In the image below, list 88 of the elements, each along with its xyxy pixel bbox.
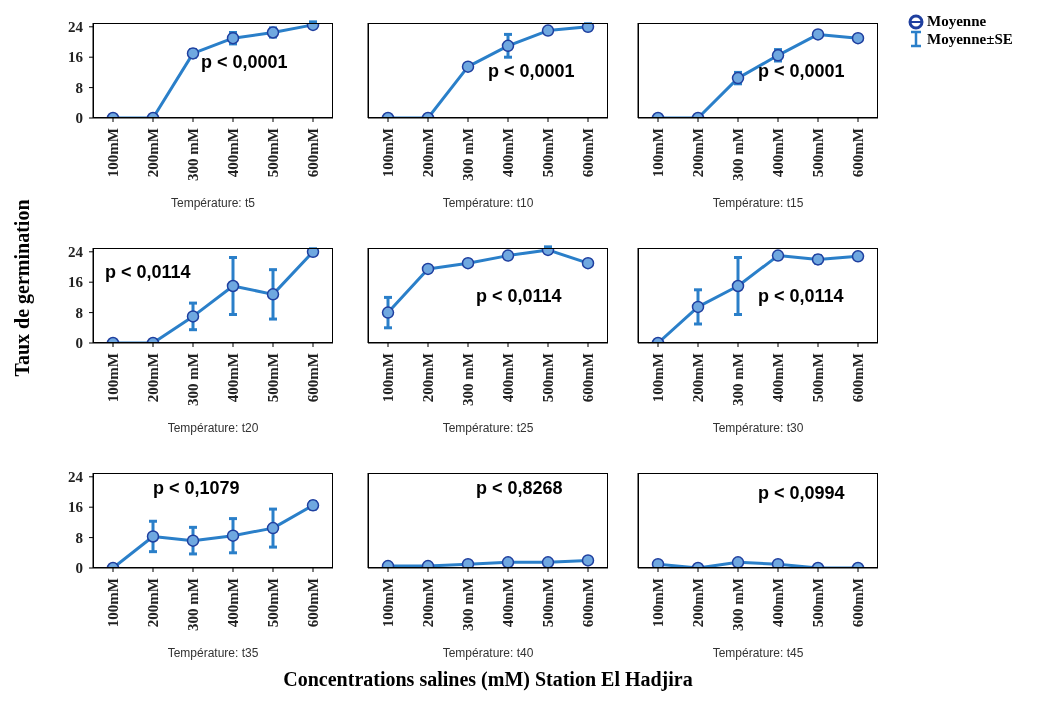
text: Moyenne±SE	[927, 30, 1013, 48]
x-tick-label: 500mM	[810, 353, 826, 403]
y-tick-label: 16	[68, 499, 84, 516]
text: Température: t35	[166, 646, 260, 660]
x-tick-label: 600mM	[850, 128, 866, 178]
text: Température: t20	[166, 421, 260, 435]
x-tick-label: 300 mM	[185, 353, 201, 406]
x-tick-label: 400mM	[500, 353, 516, 403]
x-tick-label: 400mM	[225, 578, 241, 628]
x-tick-label: 400mM	[770, 578, 786, 628]
x-tick-label: 600mM	[580, 128, 596, 178]
annotation: p < 0,0114	[758, 286, 844, 307]
x-tick-label: 400mM	[770, 353, 786, 403]
y-tick-label: 8	[75, 79, 83, 96]
x-tick-label: 100mM	[105, 128, 121, 178]
x-tick-label: 200mM	[145, 128, 161, 178]
x-tick-label: 300 mM	[460, 353, 476, 406]
x-tick-label: 300 mM	[460, 578, 476, 631]
x-tick-label: 100mM	[105, 353, 121, 403]
x-tick-label: 500mM	[540, 353, 556, 403]
x-tick-label: 100mM	[650, 578, 666, 628]
y-tick-label: 8	[75, 529, 83, 546]
x-tick-label: 500mM	[265, 353, 281, 403]
x-tick-label: 600mM	[305, 578, 321, 628]
annotation: p < 0,0114	[476, 286, 562, 307]
y-tick-label: 16	[68, 274, 84, 291]
x-tick-label: 500mM	[265, 128, 281, 178]
x-tick-label: 100mM	[105, 578, 121, 628]
x-tick-label: 300 mM	[730, 128, 746, 181]
annotation: p < 0,8268	[476, 477, 563, 499]
x-tick-label: 200mM	[145, 578, 161, 628]
x-tick-label: 300 mM	[460, 128, 476, 181]
x-tick-label: 500mM	[810, 578, 826, 628]
y-tick-label: 0	[75, 335, 83, 351]
x-tick-label: 200mM	[690, 353, 706, 403]
text: Température: t30	[711, 421, 805, 435]
annotation: p < 0,0114	[105, 262, 191, 284]
x-tick-label: 600mM	[850, 578, 866, 628]
annotation: p < 0,1079	[153, 477, 240, 499]
x-tick-label: 600mM	[850, 353, 866, 403]
x-tick-label: 200mM	[145, 353, 161, 403]
x-tick-label: 400mM	[225, 128, 241, 178]
x-tick-label: 400mM	[770, 128, 786, 178]
x-tick-label: 100mM	[650, 128, 666, 178]
x-tick-label: 300 mM	[185, 128, 201, 181]
x-axis-title: Concentrations salines (mM) Station El Hadjira	[282, 668, 694, 691]
text: Température: t5	[169, 196, 256, 210]
legend-label: Moyenne	[927, 13, 987, 30]
x-tick-label: 600mM	[580, 578, 596, 628]
x-tick-label: 100mM	[380, 128, 396, 178]
x-tick-label: 500mM	[810, 128, 826, 178]
annotation: p < 0,0001	[758, 61, 845, 82]
y-tick-label: 24	[68, 243, 84, 260]
text: Température: t40	[441, 646, 535, 660]
x-tick-label: 400mM	[500, 128, 516, 178]
x-tick-label: 200mM	[690, 128, 706, 178]
x-tick-label: 500mM	[540, 578, 556, 628]
x-tick-label: 500mM	[540, 128, 556, 178]
x-tick-label: 200mM	[420, 128, 436, 178]
x-tick-label: 300 mM	[730, 353, 746, 406]
x-tick-label: 200mM	[690, 578, 706, 628]
x-tick-label: 200mM	[420, 353, 436, 403]
x-tick-label: 300 mM	[185, 578, 201, 631]
x-tick-label: 100mM	[380, 353, 396, 403]
x-tick-label: 400mM	[225, 353, 241, 403]
x-tick-label: 200mM	[420, 578, 436, 628]
y-tick-label: 0	[75, 110, 83, 126]
y-tick-label: 8	[75, 304, 83, 321]
text: Température: t25	[441, 421, 535, 435]
x-tick-label: 100mM	[380, 578, 396, 628]
text: Température: t45	[711, 646, 805, 660]
y-tick-label: 16	[68, 49, 84, 66]
x-tick-label: 400mM	[500, 578, 516, 628]
x-tick-label: 600mM	[305, 353, 321, 403]
x-tick-label: 500mM	[265, 578, 281, 628]
annotation: p < 0,0994	[758, 482, 845, 504]
y-tick-label: 24	[68, 18, 84, 35]
annotation: p < 0,0001	[488, 61, 575, 82]
x-tick-label: 300 mM	[730, 578, 746, 631]
x-tick-label: 600mM	[305, 128, 321, 178]
y-tick-label: 0	[75, 560, 83, 576]
y-axis-title: Taux de germination	[10, 199, 34, 377]
x-tick-label: 600mM	[580, 353, 596, 403]
x-tick-label: 100mM	[650, 353, 666, 403]
y-tick-label: 24	[68, 468, 84, 485]
text: Température: t15	[711, 196, 805, 210]
annotation: p < 0,0001	[201, 51, 288, 73]
text: Température: t10	[441, 196, 535, 210]
